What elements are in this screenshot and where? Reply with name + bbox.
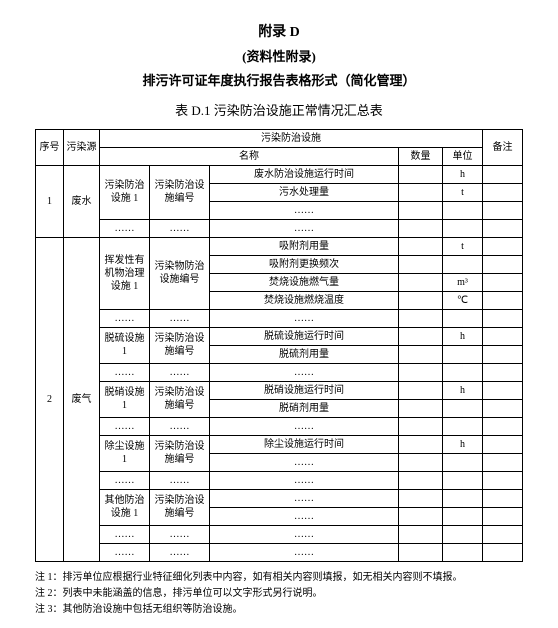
cell-unit: h [442, 165, 482, 183]
cell-qty [398, 165, 442, 183]
table-row: 脱硫设施 1 污染防治设施编号 脱硫设施运行时间 h [36, 327, 523, 345]
table-row: …… …… …… [36, 543, 523, 561]
table-row: …… …… …… [36, 309, 523, 327]
cell-facA: …… [100, 525, 150, 543]
cell-unit: m³ [442, 273, 482, 291]
cell-facB: 污染物防治设施编号 [150, 237, 210, 309]
cell-src: 废水 [64, 165, 100, 237]
cell-facB: …… [150, 219, 210, 237]
cell-name: …… [210, 417, 399, 435]
cell-src: 废气 [64, 237, 100, 561]
cell-name: 焚烧设施燃气量 [210, 273, 399, 291]
cell-facB: …… [150, 417, 210, 435]
cell-unit: h [442, 327, 482, 345]
cell-name: 污水处理量 [210, 183, 399, 201]
summary-table: 序号 污染源 污染防治设施 备注 名称 数量 单位 1 废水 污染防治设施 1 … [35, 129, 523, 562]
cell-facB: 污染防治设施编号 [150, 327, 210, 363]
cell-facB: 污染防治设施编号 [150, 489, 210, 525]
table-row: 2 废气 挥发性有机物治理设施 1 污染物防治设施编号 吸附剂用量 t [36, 237, 523, 255]
cell-seq: 1 [36, 165, 64, 237]
cell-facA: 除尘设施 1 [100, 435, 150, 471]
table-row: …… …… …… [36, 417, 523, 435]
col-seq: 序号 [36, 129, 64, 165]
cell-unit: h [442, 435, 482, 453]
cell-facB: 污染防治设施编号 [150, 165, 210, 219]
cell-facA: 脱硝设施 1 [100, 381, 150, 417]
doc-header: 附录 D (资料性附录) 排污许可证年度执行报告表格形式（简化管理） [35, 20, 523, 92]
col-name: 名称 [100, 147, 399, 165]
table-row: 1 废水 污染防治设施 1 污染防治设施编号 废水防治设施运行时间 h [36, 165, 523, 183]
cell-name: …… [210, 309, 399, 327]
note-2: 注 2：列表中未能涵盖的信息，排污单位可以文字形式另行说明。 [35, 586, 523, 602]
cell-name: …… [210, 471, 399, 489]
col-src: 污染源 [64, 129, 100, 165]
cell-facA: 挥发性有机物治理设施 1 [100, 237, 150, 309]
cell-facA: …… [100, 219, 150, 237]
cell-unit: ℃ [442, 291, 482, 309]
cell-name: 吸附剂更换频次 [210, 255, 399, 273]
table-row: …… …… …… [36, 219, 523, 237]
cell-name: 废水防治设施运行时间 [210, 165, 399, 183]
col-fac-group: 污染防治设施 [100, 129, 483, 147]
cell-name: …… [210, 489, 399, 507]
cell-facB: 污染防治设施编号 [150, 381, 210, 417]
cell-facA: …… [100, 471, 150, 489]
cell-facA: …… [100, 363, 150, 381]
cell-facB: …… [150, 543, 210, 561]
table-row: 脱硝设施 1 污染防治设施编号 脱硝设施运行时间 h [36, 381, 523, 399]
cell-facA: …… [100, 417, 150, 435]
cell-name: 脱硫剂用量 [210, 345, 399, 363]
cell-unit: t [442, 237, 482, 255]
cell-seq: 2 [36, 237, 64, 561]
note-3: 注 3：其他防治设施中包括无组织等防治设施。 [35, 602, 523, 618]
cell-facA: 脱硫设施 1 [100, 327, 150, 363]
cell-facB: …… [150, 309, 210, 327]
cell-facA: …… [100, 309, 150, 327]
table-header-row: 序号 污染源 污染防治设施 备注 [36, 129, 523, 147]
cell-facB: …… [150, 363, 210, 381]
header-line2: (资料性附录) [35, 45, 523, 68]
table-row: …… …… …… [36, 471, 523, 489]
cell-remark [483, 165, 523, 183]
cell-facB: 污染防治设施编号 [150, 435, 210, 471]
cell-facB: …… [150, 471, 210, 489]
cell-unit: t [442, 183, 482, 201]
cell-name: 吸附剂用量 [210, 237, 399, 255]
cell-name: …… [210, 453, 399, 471]
table-row: …… …… …… [36, 363, 523, 381]
cell-unit: h [442, 381, 482, 399]
cell-name: 除尘设施运行时间 [210, 435, 399, 453]
cell-name: 焚烧设施燃烧温度 [210, 291, 399, 309]
cell-name: …… [210, 219, 399, 237]
header-line3: 排污许可证年度执行报告表格形式（简化管理） [35, 69, 523, 92]
cell-name: 脱硝设施运行时间 [210, 381, 399, 399]
cell-name: 脱硝剂用量 [210, 399, 399, 417]
cell-name: …… [210, 363, 399, 381]
table-row: 除尘设施 1 污染防治设施编号 除尘设施运行时间 h [36, 435, 523, 453]
cell-name: …… [210, 201, 399, 219]
cell-name: …… [210, 543, 399, 561]
cell-facA: …… [100, 543, 150, 561]
col-remark: 备注 [483, 129, 523, 165]
table-row: …… …… …… [36, 525, 523, 543]
notes-block: 注 1：排污单位应根据行业特征细化列表中内容，如有相关内容则填报，如无相关内容则… [35, 570, 523, 618]
col-qty: 数量 [398, 147, 442, 165]
table-header-row2: 名称 数量 单位 [36, 147, 523, 165]
table-row: 其他防治设施 1 污染防治设施编号 …… [36, 489, 523, 507]
note-1: 注 1：排污单位应根据行业特征细化列表中内容，如有相关内容则填报，如无相关内容则… [35, 570, 523, 586]
header-line1: 附录 D [35, 20, 523, 45]
cell-name: 脱硫设施运行时间 [210, 327, 399, 345]
cell-facA: 污染防治设施 1 [100, 165, 150, 219]
cell-name: …… [210, 525, 399, 543]
cell-name: …… [210, 507, 399, 525]
col-unit: 单位 [442, 147, 482, 165]
cell-facA: 其他防治设施 1 [100, 489, 150, 525]
table-title: 表 D.1 污染防治设施正常情况汇总表 [35, 100, 523, 119]
cell-facB: …… [150, 525, 210, 543]
